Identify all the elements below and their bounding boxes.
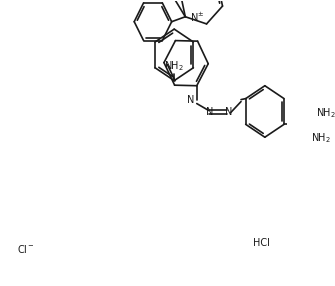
Text: Cl$^-$: Cl$^-$ [17, 243, 35, 255]
Text: NH$_2$: NH$_2$ [164, 59, 184, 73]
Text: NH$_2$: NH$_2$ [311, 131, 331, 145]
Text: NH$_2$: NH$_2$ [316, 107, 335, 120]
Text: HCl: HCl [253, 238, 269, 248]
Text: N: N [187, 95, 195, 105]
Text: N: N [206, 108, 213, 118]
Text: N$^{±}$: N$^{±}$ [190, 11, 205, 24]
Text: N: N [224, 108, 232, 118]
